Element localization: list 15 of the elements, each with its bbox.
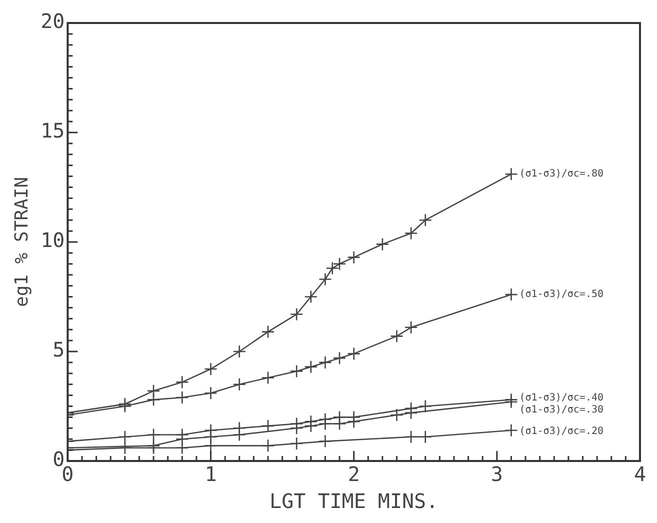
- series-label: (σ1-σ3)/σc=.40: [519, 392, 604, 404]
- y-tick-label: 15: [40, 118, 65, 143]
- x-axis-title: LGT TIME MINS.: [270, 489, 438, 514]
- y-tick-label: 20: [40, 9, 65, 34]
- y-axis-title: eg1 % STRAIN: [11, 176, 32, 308]
- x-tick-label: 2: [348, 462, 360, 486]
- series-label: (σ1-σ3)/σc=.20: [519, 426, 604, 437]
- series-label: (σ1-σ3)/σc=.80: [519, 168, 604, 180]
- series-label: (σ1-σ3)/σc=.50: [519, 289, 604, 300]
- y-tick-label: 5: [52, 338, 65, 362]
- x-tick-label: 3: [490, 462, 503, 486]
- series-label: (σ1-σ3)/σc=.30: [519, 404, 604, 416]
- y-tick-label: 10: [40, 228, 65, 252]
- x-tick-label: 4: [634, 462, 646, 486]
- x-tick-label: 1: [204, 462, 217, 486]
